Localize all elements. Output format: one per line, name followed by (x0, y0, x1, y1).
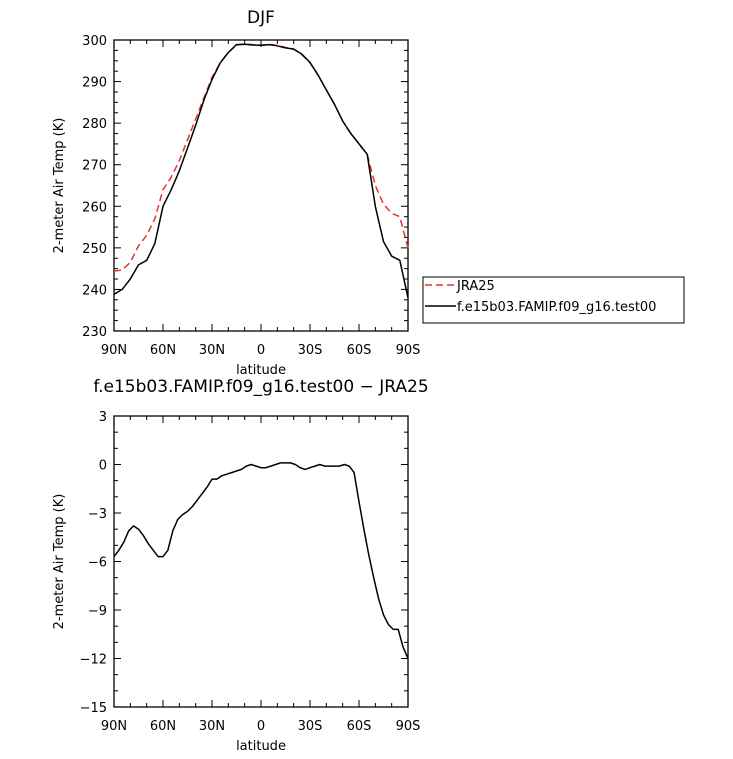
plot-frame (113, 415, 409, 708)
x-tick-label: 0 (257, 343, 265, 358)
y-tick-label: 250 (82, 242, 107, 257)
x-tick-label: 90N (101, 719, 127, 734)
y-tick-label: −12 (80, 653, 107, 668)
x-tick-label: 0 (257, 719, 265, 734)
x-tick-label: 30N (199, 343, 225, 358)
series-line-jra25 (113, 43, 409, 272)
y-axis-label: 2-meter Air Temp (K) (52, 494, 67, 630)
legend: JRA25 f.e15b03.FAMIP.f09_g16.test00 (422, 276, 685, 324)
x-tick-label: 30S (298, 343, 323, 358)
x-tick-label: 90S (396, 719, 421, 734)
y-tick-label: 230 (82, 325, 107, 340)
y-tick-label: 270 (82, 159, 107, 174)
chart-panel-2: f.e15b03.FAMIP.f09_g16.test00 − JRA25 90N… (52, 377, 429, 754)
legend-label: JRA25 (456, 279, 495, 294)
series-line-f-e15b03-famip-f09-g16-test00 (113, 43, 409, 298)
chart-title: f.e15b03.FAMIP.f09_g16.test00 − JRA25 (93, 377, 428, 397)
x-tick-label: 60S (347, 343, 372, 358)
y-tick-label: 3 (99, 410, 107, 425)
y-tick-label: 300 (82, 34, 107, 49)
x-axis-label: latitude (236, 363, 286, 378)
y-tick-label: 240 (82, 283, 107, 298)
legend-label: f.e15b03.FAMIP.f09_g16.test00 (457, 300, 656, 315)
plot-frame (113, 39, 409, 332)
x-tick-label: 30S (298, 719, 323, 734)
legend-box (422, 276, 685, 324)
y-tick-label: −15 (80, 701, 107, 716)
y-tick-label: −3 (88, 507, 107, 522)
chart-panel-1: DJF 90N 60N 30N 0 30S 60S 90S 230 240 250 260 270 280… (52, 8, 420, 378)
y-tick-label: −9 (88, 604, 107, 619)
x-tick-label: 30N (199, 719, 225, 734)
y-axis-label: 2-meter Air Temp (K) (52, 118, 67, 254)
y-tick-label: −6 (88, 556, 107, 571)
x-tick-label: 90S (396, 343, 421, 358)
y-tick-label: 0 (99, 459, 107, 474)
y-tick-label: 280 (82, 117, 107, 132)
x-tick-label: 60N (150, 343, 176, 358)
y-tick-label: 260 (82, 200, 107, 215)
y-tick-label: 290 (82, 76, 107, 91)
x-tick-label: 90N (101, 343, 127, 358)
series-line-difference (113, 462, 409, 659)
x-tick-label: 60S (347, 719, 372, 734)
chart-title: DJF (247, 8, 275, 28)
x-axis-label: latitude (236, 739, 286, 754)
x-tick-label: 60N (150, 719, 176, 734)
